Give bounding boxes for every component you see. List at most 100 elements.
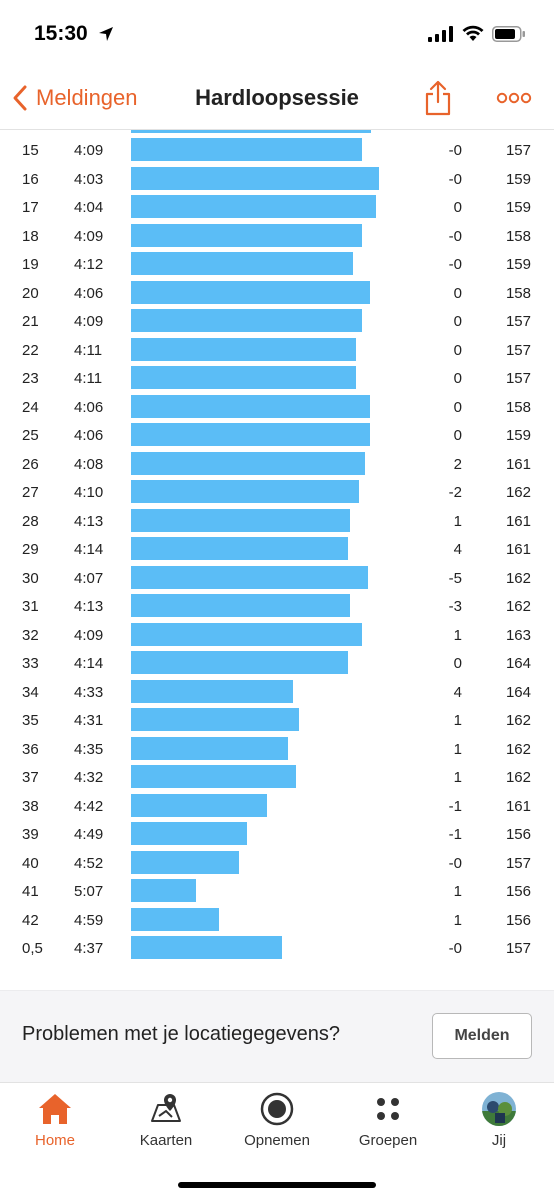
split-pace-bar bbox=[131, 195, 376, 218]
split-heart-rate: 157 bbox=[505, 341, 531, 359]
split-elevation: -5 bbox=[448, 569, 462, 587]
split-pace: 4:42 bbox=[74, 797, 104, 815]
split-row: 21 4:09 0 157 bbox=[0, 307, 554, 335]
split-elevation: 0 bbox=[453, 370, 462, 387]
tab-bar: Home Kaarten Opnemen Groepen bbox=[0, 1082, 554, 1200]
chevron-left-icon bbox=[13, 85, 27, 111]
split-km: 37 bbox=[22, 769, 39, 786]
split-km: 35 bbox=[22, 712, 39, 729]
split-pace-bar bbox=[131, 366, 356, 389]
tab-you[interactable]: Jij bbox=[444, 1091, 554, 1163]
location-arrow-icon bbox=[99, 27, 113, 41]
split-row: 15 4:09 -0 157 bbox=[0, 136, 554, 164]
tab-groups[interactable]: Groepen bbox=[333, 1091, 443, 1163]
split-heart-rate: 157 bbox=[505, 142, 531, 159]
split-pace: 4:09 bbox=[74, 626, 104, 644]
split-km: 41 bbox=[22, 883, 39, 900]
split-pace: 4:11 bbox=[74, 370, 103, 387]
split-pace-bar bbox=[131, 622, 362, 646]
home-indicator bbox=[178, 1182, 376, 1188]
splits-table: 15 4:09 -0 157 16 4:03 -0 159 17 4:04 0 159 18 4:09 -0… bbox=[0, 130, 554, 990]
split-elevation: 0 bbox=[453, 313, 462, 330]
split-km: 23 bbox=[22, 370, 39, 387]
split-pace: 4:32 bbox=[74, 769, 104, 786]
split-elevation: -1 bbox=[448, 826, 462, 843]
split-elevation: -1 bbox=[448, 797, 462, 815]
split-row: 22 4:11 0 157 bbox=[0, 336, 554, 364]
split-pace: 4:33 bbox=[74, 683, 104, 701]
split-row: 41 5:07 1 156 bbox=[0, 877, 554, 905]
back-label: Meldingen bbox=[36, 85, 138, 110]
split-heart-rate: 162 bbox=[505, 598, 531, 615]
split-pace: 4:49 bbox=[74, 826, 104, 843]
split-elevation: 1 bbox=[453, 911, 462, 929]
back-button[interactable]: Meldingen bbox=[12, 82, 138, 114]
tab-record[interactable]: Opnemen bbox=[222, 1091, 332, 1163]
more-options-icon[interactable] bbox=[496, 92, 532, 104]
split-row: 42 4:59 1 156 bbox=[0, 906, 554, 934]
split-pace-bar bbox=[131, 850, 239, 874]
split-pace: 4:59 bbox=[74, 911, 104, 929]
split-row: 29 4:14 4 161 bbox=[0, 535, 554, 563]
split-elevation: 0 bbox=[453, 341, 462, 359]
split-pace-bar bbox=[131, 337, 356, 361]
split-pace: 4:11 bbox=[74, 341, 103, 359]
split-row: 26 4:08 2 161 bbox=[0, 450, 554, 478]
split-pace: 4:37 bbox=[74, 940, 104, 957]
tab-home[interactable]: Home bbox=[0, 1091, 110, 1163]
split-pace-bar bbox=[131, 936, 282, 959]
map-icon bbox=[151, 1094, 181, 1122]
split-row: 36 4:35 1 162 bbox=[0, 735, 554, 763]
split-row: 35 4:31 1 162 bbox=[0, 706, 554, 734]
split-pace: 4:10 bbox=[74, 484, 104, 501]
split-km: 33 bbox=[22, 655, 39, 672]
tab-home-label: Home bbox=[34, 1132, 75, 1149]
split-pace-bar bbox=[131, 822, 247, 845]
battery-icon bbox=[492, 26, 525, 42]
split-pace-bar bbox=[131, 223, 362, 247]
split-km: 31 bbox=[22, 598, 39, 615]
split-elevation: 1 bbox=[453, 883, 462, 900]
tab-maps[interactable]: Kaarten bbox=[111, 1091, 221, 1163]
split-pace: 4:06 bbox=[74, 398, 104, 416]
split-km: 22 bbox=[22, 341, 39, 359]
split-pace-bar bbox=[131, 793, 267, 817]
split-km: 24 bbox=[22, 398, 39, 416]
split-km: 29 bbox=[22, 541, 39, 558]
split-elevation: 1 bbox=[453, 626, 462, 644]
split-elevation: 0 bbox=[453, 199, 462, 216]
split-heart-rate: 161 bbox=[505, 797, 531, 815]
report-text: Problemen met je locatiegegevens? bbox=[22, 1023, 340, 1045]
status-time: 15:30 bbox=[34, 22, 88, 45]
split-heart-rate: 162 bbox=[505, 484, 531, 501]
split-km: 18 bbox=[22, 227, 39, 245]
split-heart-rate: 159 bbox=[505, 170, 531, 188]
split-pace-bar bbox=[131, 451, 365, 475]
tab-groups-label: Groepen bbox=[358, 1132, 418, 1149]
split-row: 32 4:09 1 163 bbox=[0, 621, 554, 649]
avatar-icon bbox=[482, 1092, 516, 1126]
split-pace: 4:09 bbox=[74, 142, 104, 159]
split-pace: 4:14 bbox=[74, 541, 104, 558]
split-pace: 4:08 bbox=[74, 455, 104, 473]
split-elevation: -3 bbox=[448, 598, 462, 615]
split-row: 39 4:49 -1 156 bbox=[0, 820, 554, 848]
split-km: 36 bbox=[22, 740, 39, 758]
split-km: 28 bbox=[22, 512, 39, 530]
share-icon[interactable] bbox=[424, 80, 452, 116]
split-km: 25 bbox=[22, 427, 39, 444]
split-heart-rate: 164 bbox=[505, 683, 531, 701]
split-heart-rate: 159 bbox=[505, 256, 531, 273]
split-pace: 4:14 bbox=[74, 655, 104, 672]
split-km: 15 bbox=[22, 142, 39, 159]
split-row: 34 4:33 4 164 bbox=[0, 678, 554, 706]
split-heart-rate: 161 bbox=[505, 512, 531, 530]
split-pace-bar bbox=[131, 280, 370, 304]
split-pace-bar bbox=[131, 166, 379, 190]
split-row: 17 4:04 0 159 bbox=[0, 193, 554, 221]
split-elevation: -0 bbox=[448, 170, 462, 188]
split-heart-rate: 161 bbox=[505, 541, 531, 558]
split-heart-rate: 158 bbox=[505, 284, 531, 302]
report-button[interactable]: Melden bbox=[432, 1013, 532, 1059]
split-row: 27 4:10 -2 162 bbox=[0, 478, 554, 506]
